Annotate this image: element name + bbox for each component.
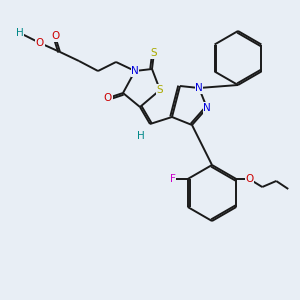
Text: N: N <box>195 83 203 93</box>
Text: O: O <box>104 93 112 103</box>
Text: N: N <box>203 103 211 113</box>
Text: S: S <box>151 48 157 58</box>
Text: F: F <box>170 174 176 184</box>
Text: O: O <box>245 174 254 184</box>
Text: H: H <box>16 28 24 38</box>
Text: O: O <box>51 31 59 41</box>
Text: N: N <box>131 66 139 76</box>
Text: S: S <box>157 85 163 95</box>
Text: O: O <box>36 38 44 48</box>
Text: H: H <box>137 131 145 141</box>
